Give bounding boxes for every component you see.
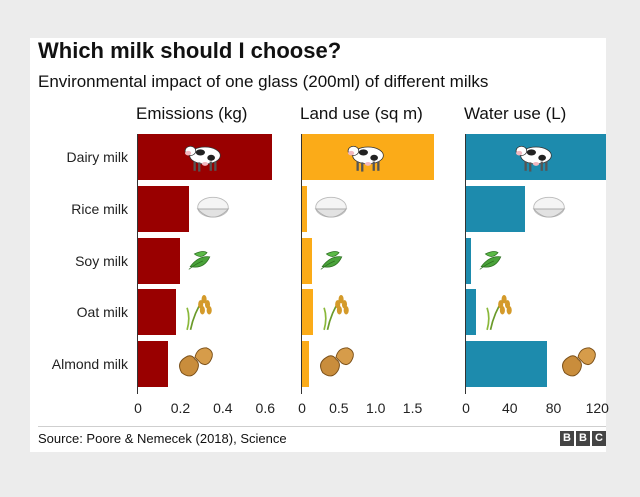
peanut-icon	[557, 344, 599, 389]
bar-emissions	[138, 238, 181, 284]
tick-label-emissions: 0	[134, 400, 142, 416]
bar-land	[302, 289, 314, 335]
oat-stalk-icon	[319, 290, 353, 339]
bar-emissions	[138, 186, 189, 232]
cow-icon	[513, 137, 559, 182]
bar-emissions	[138, 289, 177, 335]
cow-icon	[345, 137, 391, 182]
rice-bowl-icon	[195, 194, 231, 229]
tick-label-water: 120	[585, 400, 609, 416]
tick-label-land: 1.0	[365, 400, 386, 416]
panel-title-emissions: Emissions (kg)	[136, 104, 248, 123]
bar-water	[466, 238, 472, 284]
bar-water	[466, 186, 526, 232]
tick-label-water: 40	[501, 400, 518, 416]
soy-leaf-icon	[186, 246, 214, 281]
bar-land	[302, 341, 310, 387]
peanut-icon	[315, 344, 357, 389]
footer-divider	[38, 426, 606, 427]
panel-title-land: Land use (sq m)	[300, 104, 423, 123]
bar-land	[302, 186, 308, 232]
tick-label-water: 80	[545, 400, 562, 416]
axis-line-land	[301, 134, 302, 394]
bar-land	[302, 238, 312, 284]
chart-card: Which milk should I choose? Environmenta…	[30, 38, 609, 452]
category-label: Almond milk	[51, 356, 128, 372]
bar-emissions	[138, 341, 168, 387]
bar-water	[466, 289, 476, 335]
axis-line-emissions	[137, 134, 138, 394]
soy-leaf-icon	[477, 246, 505, 281]
chart-subtitle: Environmental impact of one glass (200ml…	[38, 72, 489, 91]
oat-stalk-icon	[182, 290, 216, 339]
tick-label-emissions: 0.6	[255, 400, 275, 416]
tick-label-water: 0	[462, 400, 470, 416]
bar-water	[466, 341, 547, 387]
bbc-logo-letter: B	[576, 431, 590, 446]
soy-leaf-icon	[318, 246, 346, 281]
category-label: Dairy milk	[66, 149, 128, 165]
rice-bowl-icon	[313, 194, 349, 229]
bbc-logo-letter: C	[592, 431, 606, 446]
source-note: Source: Poore & Nemecek (2018), Science	[38, 431, 287, 446]
oat-stalk-icon	[482, 290, 516, 339]
bbc-logo-letter: B	[560, 431, 574, 446]
tick-label-emissions: 0.2	[170, 400, 191, 416]
category-label: Oat milk	[76, 304, 128, 320]
peanut-icon	[174, 344, 216, 389]
bbc-logo: B B C	[560, 431, 606, 446]
category-label: Rice milk	[71, 201, 128, 217]
category-label: Soy milk	[75, 253, 128, 269]
panel-title-water: Water use (L)	[464, 104, 567, 123]
rice-bowl-icon	[531, 194, 567, 229]
tick-label-emissions: 0.4	[213, 400, 233, 416]
tick-label-land: 0.5	[329, 400, 349, 416]
cow-icon	[182, 137, 228, 182]
tick-label-land: 1.5	[402, 400, 423, 416]
chart-title: Which milk should I choose?	[38, 38, 342, 63]
axis-line-water	[465, 134, 466, 394]
tick-label-land: 0	[298, 400, 306, 416]
